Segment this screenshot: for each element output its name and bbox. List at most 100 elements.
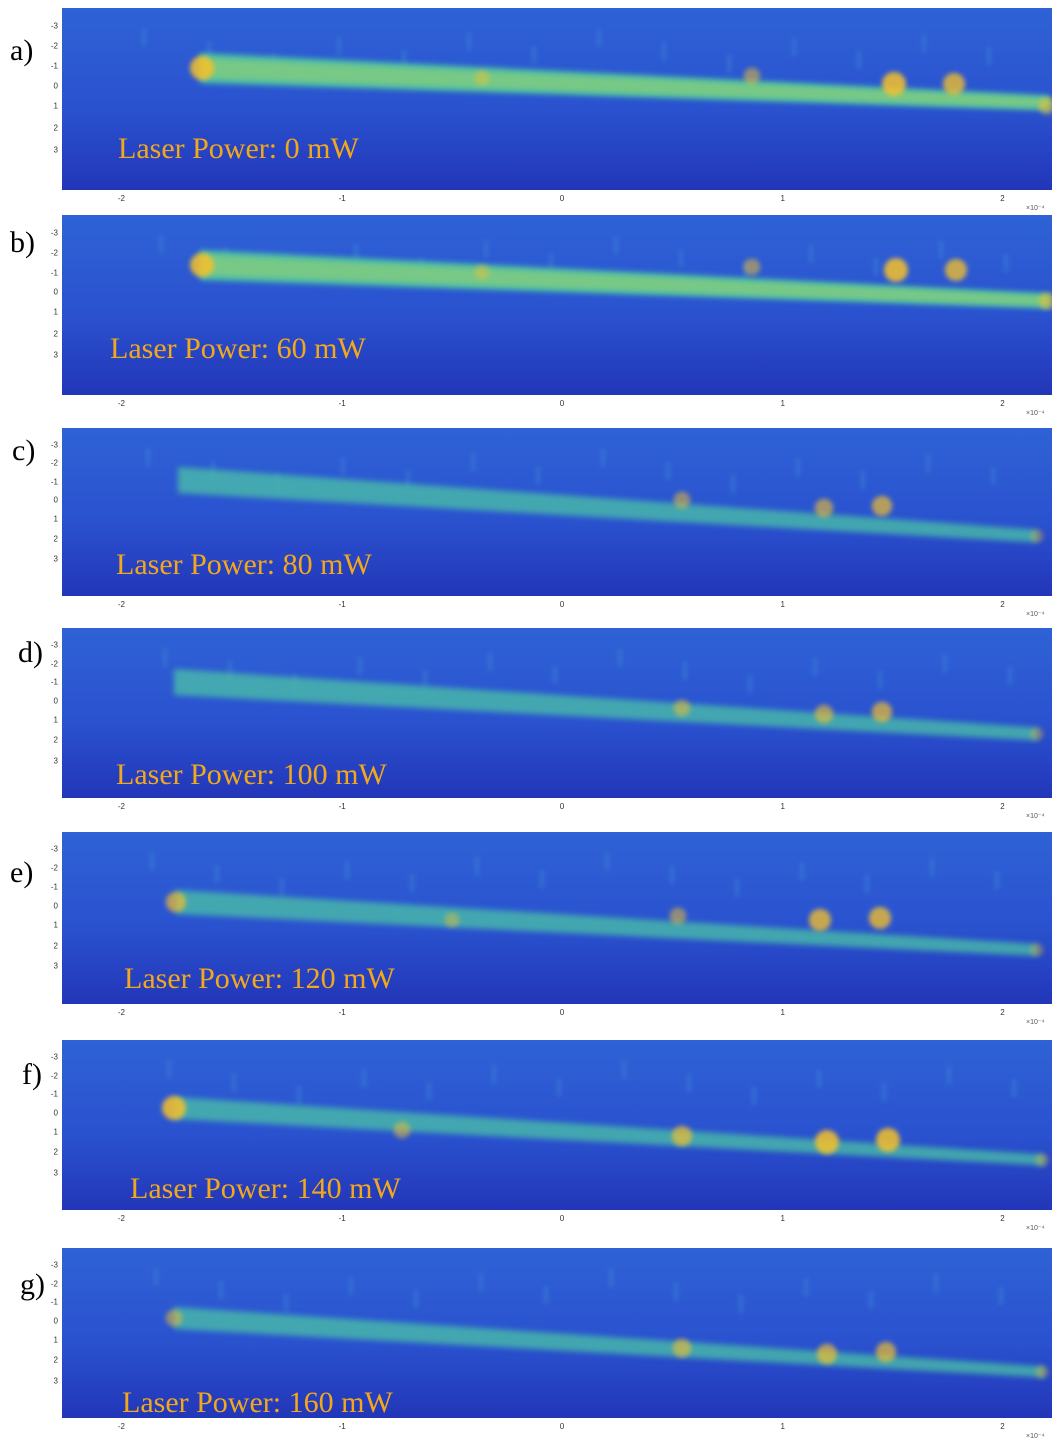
laser-power-label: Laser Power: 140 mW <box>130 1172 401 1205</box>
hotspot <box>474 264 490 280</box>
background-streak <box>488 653 492 671</box>
hotspot <box>671 1125 693 1147</box>
y-tick-label: 3 <box>53 961 58 971</box>
background-streak <box>662 42 666 60</box>
background-streak <box>219 1281 223 1299</box>
x-tick-label: 1 <box>780 600 785 609</box>
hotspot <box>875 1341 897 1363</box>
y-tick-label: -3 <box>50 640 58 650</box>
background-streak <box>159 235 163 253</box>
hotspot <box>672 1338 692 1358</box>
x-tick-label: -1 <box>338 802 346 811</box>
hotspot <box>190 253 214 277</box>
background-streak <box>618 649 622 667</box>
background-streak <box>869 1291 873 1309</box>
background-streak <box>467 33 471 51</box>
y-axis-labels: -3 -2 -1 0 1 2 3 <box>40 628 58 798</box>
x-tick-label: -2 <box>117 1214 125 1223</box>
background-streak <box>540 870 544 888</box>
y-tick-label: -1 <box>50 1297 58 1307</box>
y-tick-label: 1 <box>53 1335 58 1345</box>
y-tick-label: 1 <box>53 715 58 725</box>
background-streak <box>553 666 557 684</box>
hotspot <box>1035 1365 1049 1379</box>
background-streak <box>228 661 232 679</box>
background-streak <box>792 38 796 56</box>
background-streak <box>809 245 813 263</box>
background-streak <box>341 457 345 475</box>
background-streak <box>297 1086 301 1104</box>
background-streak <box>362 1069 366 1087</box>
background-streak <box>670 866 674 884</box>
hotspot <box>393 1121 411 1139</box>
hotspot <box>1035 1153 1049 1167</box>
background-streak <box>609 1269 613 1287</box>
x-axis-labels: -2 -1 0 1 2 <box>62 802 1052 814</box>
background-streak <box>804 1278 808 1296</box>
y-tick-label: -1 <box>50 882 58 892</box>
panel-letter: g) <box>20 1268 45 1301</box>
beam-core <box>200 255 1050 306</box>
y-tick-label: 0 <box>53 1316 58 1326</box>
y-tick-label: 3 <box>53 145 58 155</box>
background-streak <box>882 1083 886 1101</box>
hotspot <box>871 495 893 517</box>
background-streak <box>492 1065 496 1083</box>
thermal-image <box>62 628 1052 798</box>
x-tick-label: 2 <box>1000 1422 1005 1431</box>
background-streak <box>614 236 618 254</box>
y-tick-label: 1 <box>53 920 58 930</box>
background-streak <box>930 858 934 876</box>
x-tick-label: 0 <box>559 399 565 408</box>
y-tick-label: -2 <box>50 458 58 468</box>
x-tick-label: -2 <box>117 802 125 811</box>
y-axis-labels: -3 -2 -1 0 1 2 3 <box>40 832 58 1004</box>
background-streak <box>739 1295 743 1313</box>
x-axis-labels: -2 -1 0 1 2 <box>62 1214 1052 1226</box>
laser-power-label: Laser Power: 80 mW <box>116 548 372 581</box>
x-tick-label: 1 <box>780 399 785 408</box>
x-exponent: ×10⁻⁴ <box>1026 205 1045 212</box>
hotspot <box>743 258 761 276</box>
panel-letter: c) <box>12 434 36 467</box>
hotspot <box>808 908 832 932</box>
background-streak <box>549 253 553 271</box>
laser-power-label: Laser Power: 0 mW <box>118 132 359 165</box>
background-streak <box>284 1294 288 1312</box>
background-streak <box>874 258 878 276</box>
background-streak <box>232 1073 236 1091</box>
y-tick-label: -1 <box>50 1089 58 1099</box>
background-streak <box>752 1087 756 1105</box>
x-tick-label: -2 <box>117 1422 125 1431</box>
background-streak <box>142 28 146 46</box>
hotspot <box>876 1128 900 1152</box>
background-streak <box>934 1274 938 1292</box>
y-tick-label: 2 <box>53 1147 58 1157</box>
y-tick-label: 3 <box>53 1168 58 1178</box>
background-streak <box>402 50 406 68</box>
x-tick-label: 1 <box>780 1008 785 1017</box>
x-tick-label: 2 <box>1000 399 1005 408</box>
background-streak <box>865 875 869 893</box>
x-tick-label: -1 <box>338 1008 346 1017</box>
x-tick-label: 0 <box>559 600 565 609</box>
thermal-image <box>62 428 1052 596</box>
panel-letter: a) <box>10 34 34 67</box>
hotspot <box>162 1096 186 1120</box>
background-streak <box>414 1290 418 1308</box>
hotspot <box>871 701 893 723</box>
y-tick-label: -3 <box>50 1052 58 1062</box>
laser-power-label: Laser Power: 100 mW <box>116 758 387 791</box>
hotspot <box>444 912 460 928</box>
y-tick-label: 0 <box>53 696 58 706</box>
x-axis-labels: -2 -1 0 1 2 <box>62 600 1052 612</box>
laser-power-label: Laser Power: 120 mW <box>124 962 395 995</box>
beam-core <box>200 58 1050 108</box>
x-axis-labels: -2 -1 0 1 2 <box>62 399 1052 411</box>
x-tick-label: 1 <box>780 1422 785 1431</box>
hotspot <box>474 70 490 86</box>
background-streak <box>687 1074 691 1092</box>
x-tick-label: 1 <box>780 1214 785 1223</box>
background-streak <box>146 448 150 466</box>
y-tick-label: 1 <box>53 514 58 524</box>
